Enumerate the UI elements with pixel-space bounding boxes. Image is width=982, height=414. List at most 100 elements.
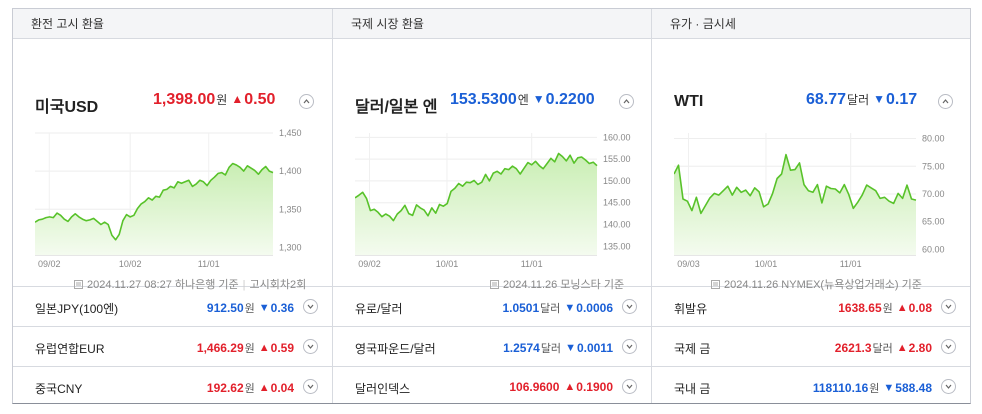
- jpy-note: 2024.11.26 모닝스타 기준: [489, 276, 624, 292]
- col1-rows: 일본JPY(100엔)912.50원0.36유럽연합EUR1,466.29원0.…: [13, 287, 332, 407]
- jpy-expand-button[interactable]: [619, 94, 634, 109]
- list-item-change: 2.80: [897, 341, 932, 355]
- chevron-down-icon: [626, 384, 633, 389]
- jpy-change: 0.2200: [533, 91, 595, 108]
- list-item-change: 588.48: [883, 381, 932, 395]
- jpy-price: 153.5300엔 0.2200: [450, 91, 595, 109]
- expand-button[interactable]: [622, 339, 637, 354]
- list-item-price: 912.50: [206, 301, 244, 315]
- list-item-name[interactable]: 영국파운드/달러: [355, 342, 436, 356]
- y-tick-label: 1,300: [279, 242, 302, 252]
- list-item[interactable]: 달러인덱스 106.9600 0.1900: [333, 367, 651, 407]
- chevron-down-icon: [626, 344, 633, 349]
- section-header-exchange[interactable]: 환전 고시 환율: [13, 9, 332, 39]
- series-line: [674, 153, 917, 215]
- list-item[interactable]: 유로/달러 1.0501달러0.0006: [333, 287, 651, 327]
- market-rate-widget: 환전 고시 환율 미국USD 1,398.00원0.50 1,4501,4001…: [12, 8, 971, 404]
- chevron-down-icon: [945, 384, 952, 389]
- list-item-price: 2621.3: [834, 341, 872, 355]
- list-item-name[interactable]: 휘발유: [674, 302, 708, 316]
- list-item-change: 0.08: [897, 301, 932, 315]
- list-item-unit: 원: [869, 383, 880, 395]
- usd-change: 0.50: [231, 91, 275, 108]
- section-header-world[interactable]: 국제 시장 환율: [333, 9, 651, 39]
- list-item[interactable]: 휘발유 1638.65원 0.08: [652, 287, 970, 327]
- section-header-oil[interactable]: 유가 · 금시세: [652, 9, 970, 39]
- jpy-unit: 엔: [517, 93, 529, 107]
- wti-panel[interactable]: WTI 68.77달러0.17 80.00 75.00 70.00 65.00 60.0…: [652, 39, 970, 291]
- expand-button[interactable]: [941, 339, 956, 354]
- y-tick-label: 1,350: [279, 204, 302, 214]
- document-icon: [711, 280, 720, 289]
- expand-button[interactable]: [941, 379, 956, 394]
- x-tick-label: 09/03: [677, 259, 700, 269]
- list-item-unit: 달러: [540, 303, 561, 315]
- usd-chart[interactable]: 1,450 1,400 1,350 1,300 09/02 10/02 11/01: [35, 127, 313, 269]
- wti-note-date: 2024.11.26 NYMEX(뉴욕상업거래소) 기준: [724, 279, 922, 291]
- list-item-unit: 달러: [872, 343, 893, 355]
- series-line: [35, 162, 274, 241]
- list-item-name[interactable]: 유로/달러: [355, 302, 403, 316]
- list-item-name[interactable]: 일본JPY(100엔): [35, 302, 119, 316]
- wti-chart[interactable]: 80.00 75.00 70.00 65.00 60.00 09/03 10/01 11/01: [674, 127, 956, 269]
- x-tick-label: 10/02: [119, 259, 142, 269]
- list-item-change: 0.0006: [564, 301, 613, 315]
- list-item-name[interactable]: 유럽연합EUR: [35, 342, 105, 356]
- list-item-price: 1.2574: [503, 341, 540, 355]
- usd-name[interactable]: 미국USD: [35, 99, 99, 116]
- list-item[interactable]: 중국CNY 192.62원 0.04: [13, 367, 332, 407]
- oil-gold-column: 유가 · 금시세 WTI 68.77달러0.17 80.00 75.00 70.00…: [651, 9, 970, 403]
- list-item[interactable]: 국내 금 118110.16원588.48: [652, 367, 970, 407]
- expand-button[interactable]: [303, 339, 318, 354]
- expand-button[interactable]: [303, 299, 318, 314]
- list-item-value: 1.0501달러0.0006: [502, 300, 613, 316]
- expand-button[interactable]: [622, 299, 637, 314]
- jpy-name[interactable]: 달러/일본 엔: [355, 99, 438, 116]
- y-tick-label: 65.00: [922, 217, 945, 227]
- document-icon: [490, 280, 499, 289]
- jpy-panel[interactable]: 달러/일본 엔 153.5300엔 0.2200 160.00 155.00 150.…: [333, 39, 651, 291]
- list-item-name[interactable]: 국제 금: [674, 342, 711, 356]
- y-tick-label: 75.00: [922, 161, 945, 171]
- jpy-chart[interactable]: 160.00 155.00 150.00 145.00 140.00 135.00 09/0…: [355, 127, 637, 269]
- wti-expand-button[interactable]: [938, 94, 953, 109]
- chevron-down-icon: [307, 384, 314, 389]
- y-tick-label: 70.00: [922, 189, 945, 199]
- list-item-value: 1.2574달러0.0011: [503, 340, 613, 356]
- list-item-name[interactable]: 달러인덱스: [355, 382, 411, 396]
- expand-button[interactable]: [622, 379, 637, 394]
- wti-change: 0.17: [873, 91, 917, 108]
- list-item-price: 118110.16: [812, 381, 869, 395]
- y-tick-label: 1,450: [279, 128, 302, 138]
- y-tick-label: 155.00: [603, 154, 631, 164]
- list-item-price: 106.9600: [509, 380, 560, 394]
- list-item[interactable]: 일본JPY(100엔) 912.50원 0.36: [13, 287, 332, 327]
- expand-button[interactable]: [303, 379, 318, 394]
- list-item-price: 1,466.29: [196, 341, 244, 355]
- exchange-column: 환전 고시 환율 미국USD 1,398.00원0.50 1,4501,4001…: [13, 9, 332, 403]
- list-item-name[interactable]: 국내 금: [674, 382, 711, 396]
- usd-price: 1,398.00원0.50: [153, 91, 275, 109]
- list-item[interactable]: 국제 금 2621.3달러 2.80: [652, 327, 970, 367]
- y-tick-label: 80.00: [922, 134, 945, 144]
- usd-unit: 원: [216, 93, 228, 107]
- list-item-unit: 원: [244, 383, 255, 395]
- list-item-name[interactable]: 중국CNY: [35, 382, 83, 396]
- list-item-change: 0.36: [259, 301, 294, 315]
- chevron-down-icon: [945, 304, 952, 309]
- y-tick-label: 145.00: [603, 198, 631, 208]
- list-item-unit: 원: [882, 303, 893, 315]
- usd-expand-button[interactable]: [299, 94, 314, 109]
- usd-price-value: 1,398.00: [153, 91, 216, 108]
- list-item-change: 0.0011: [565, 341, 613, 355]
- expand-button[interactable]: [941, 299, 956, 314]
- x-tick-label: 10/01: [436, 259, 459, 269]
- list-item[interactable]: 영국파운드/달러 1.2574달러0.0011: [333, 327, 651, 367]
- list-item[interactable]: 유럽연합EUR 1,466.29원 0.59: [13, 327, 332, 367]
- y-tick-label: 60.00: [922, 244, 945, 254]
- list-item-price: 1638.65: [838, 301, 882, 315]
- wti-price: 68.77달러0.17: [806, 91, 917, 109]
- wti-name[interactable]: WTI: [674, 93, 704, 110]
- y-tick-label: 1,400: [279, 166, 302, 176]
- usd-panel[interactable]: 미국USD 1,398.00원0.50 1,450 1,400 1,350 1,300…: [13, 39, 332, 291]
